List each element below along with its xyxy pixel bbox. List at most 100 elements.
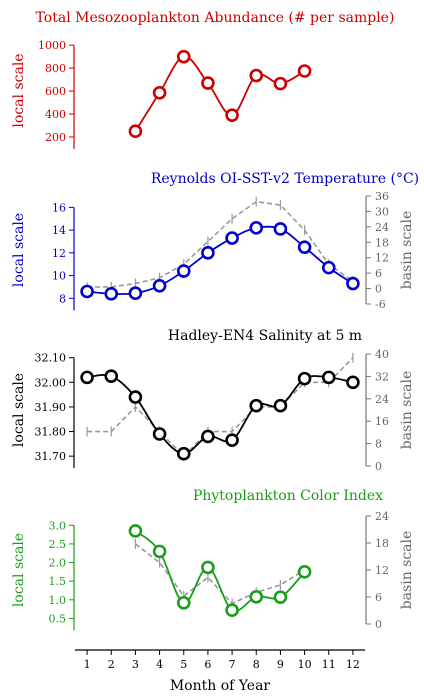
left-axis-label: local scale (11, 213, 27, 287)
right-tick-label: 24 (375, 393, 389, 406)
right-tick-label: 12 (375, 564, 389, 577)
panel-2: Reynolds OI-SST-v2 Temperature (°C) 8 10 12… (11, 171, 419, 311)
right-tick-label: 0 (375, 460, 382, 473)
x-tick-label: 6 (204, 658, 211, 671)
left-tick-label: 31.90 (35, 401, 67, 414)
x-tick-label: 4 (156, 658, 163, 671)
panel-1: Total Mesozooplankton Abundance (# per s… (11, 10, 394, 149)
left-tick-label: 200 (45, 131, 66, 144)
data-point (225, 108, 239, 122)
data-point (152, 279, 167, 293)
data-point (201, 246, 215, 260)
data-point (273, 76, 288, 91)
data-point (152, 85, 167, 100)
left-axis-label: local scale (11, 533, 27, 607)
data-point (249, 398, 264, 413)
x-tick-label: 8 (253, 658, 260, 671)
left-tick-label: 400 (45, 108, 66, 121)
panel-title: Total Mesozooplankton Abundance (# per s… (36, 10, 395, 26)
data-point (321, 260, 336, 275)
data-point (225, 231, 239, 245)
left-tick-label: 32.10 (35, 352, 67, 365)
data-point (128, 124, 143, 139)
data-point (128, 390, 143, 404)
x-axis-label: Month of Year (170, 678, 271, 694)
left-tick-label: 31.70 (35, 450, 67, 463)
right-axis-label: basin scale (399, 531, 415, 610)
right-tick-label: 0 (375, 618, 382, 631)
left-tick-label: 2.5 (49, 538, 67, 551)
x-tick-label: 2 (108, 658, 115, 671)
left-tick-label: 2.0 (49, 557, 67, 570)
x-tick-label: 9 (277, 658, 284, 671)
right-tick-label: 24 (375, 221, 389, 234)
left-tick-label: 0.5 (49, 612, 67, 625)
data-point (176, 446, 191, 461)
right-tick-label: 24 (375, 510, 389, 523)
right-tick-label: 0 (375, 283, 382, 296)
data-point (201, 429, 215, 444)
x-tick-label: 12 (346, 658, 360, 671)
right-tick-label: 40 (375, 348, 389, 361)
left-tick-label: 8 (59, 292, 66, 305)
left-tick-label: 12 (52, 247, 66, 260)
panel-title: Phytoplankton Color Index (193, 488, 383, 504)
left-tick-label: 16 (52, 201, 66, 214)
panel-4: Phytoplankton Color Index 0.5 1.0 1.5 2.0 2.5… (11, 488, 415, 631)
data-point (176, 264, 191, 278)
right-tick-label: -6 (375, 298, 386, 311)
basin-line (134, 543, 306, 605)
x-tick-label: 7 (229, 658, 236, 671)
right-axis-label: basin scale (399, 211, 415, 290)
x-tick-label: 1 (84, 658, 91, 671)
left-axis-label: local scale (11, 373, 27, 447)
basin-line (87, 357, 354, 458)
left-tick-label: 3.0 (49, 519, 67, 532)
data-point (201, 560, 215, 575)
right-tick-label: 12 (375, 252, 389, 265)
data-point (128, 524, 143, 538)
panel-title: Reynolds OI-SST-v2 Temperature (°C) (151, 171, 419, 187)
data-point (249, 221, 264, 235)
data-point (80, 284, 94, 299)
left-tick-label: 14 (52, 224, 66, 237)
x-tick-label: 11 (322, 658, 336, 671)
data-point (176, 595, 191, 610)
data-point (201, 76, 215, 90)
data-point (104, 369, 119, 383)
panel-title: Hadley-EN4 Salinity at 5 m (168, 328, 362, 344)
left-axis-label: local scale (11, 53, 27, 127)
right-tick-label: 6 (375, 267, 382, 280)
data-point (152, 427, 167, 441)
x-tick-label: 3 (132, 658, 139, 671)
data-point (152, 544, 167, 559)
left-tick-label: 1.0 (49, 594, 67, 607)
right-tick-label: 16 (375, 415, 389, 428)
left-tick-label: 31.80 (35, 426, 67, 439)
data-point (346, 276, 360, 291)
basin-line (87, 200, 354, 288)
x-tick-label: 10 (298, 658, 312, 671)
data-point (273, 398, 288, 413)
left-tick-label: 1.5 (49, 575, 67, 588)
right-tick-label: 36 (375, 190, 389, 203)
data-point (321, 370, 336, 385)
panel-3: Hadley-EN4 Salinity at 5 m 31.70 31.80 31.9… (11, 328, 415, 473)
data-point (297, 64, 312, 78)
data-point (225, 433, 239, 447)
left-tick-label: 32.00 (35, 376, 67, 389)
data-point (249, 68, 264, 83)
data-point (297, 371, 312, 386)
right-tick-label: 32 (375, 370, 389, 383)
right-tick-label: 30 (375, 205, 389, 218)
data-point (273, 222, 288, 236)
data-point (273, 590, 288, 604)
left-tick-label: 800 (45, 62, 66, 75)
data-point (297, 565, 312, 579)
data-point (297, 240, 312, 254)
data-point (249, 590, 264, 604)
data-point (176, 49, 191, 64)
right-tick-label: 8 (375, 438, 382, 451)
